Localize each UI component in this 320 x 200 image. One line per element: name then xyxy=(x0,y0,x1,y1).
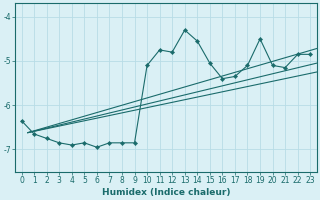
X-axis label: Humidex (Indice chaleur): Humidex (Indice chaleur) xyxy=(102,188,230,197)
